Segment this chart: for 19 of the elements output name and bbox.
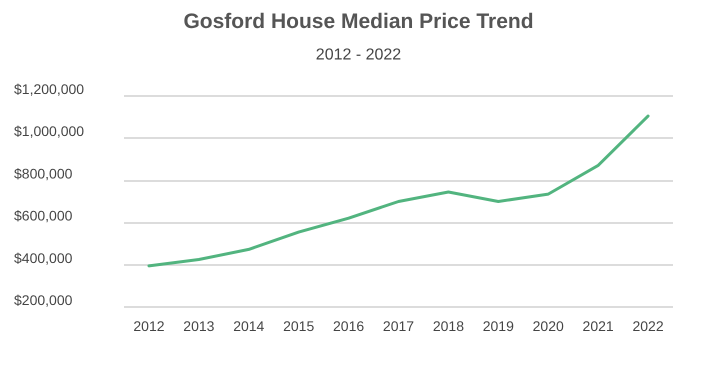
x-tick-label: 2018	[432, 318, 464, 334]
x-tick-label: 2012	[133, 318, 165, 334]
x-tick-label: 2019	[482, 318, 514, 334]
y-tick-label: $200,000	[14, 292, 73, 308]
x-tick-label: 2022	[632, 318, 664, 334]
x-tick-label: 2020	[532, 318, 564, 334]
x-tick-label: 2021	[582, 318, 614, 334]
chart-subtitle: 2012 - 2022	[316, 46, 402, 64]
chart-title: Gosford House Median Price Trend	[183, 10, 534, 33]
y-tick-label: $1,200,000	[14, 81, 84, 97]
y-tick-label: $400,000	[14, 250, 73, 266]
x-tick-label: 2016	[333, 318, 364, 334]
x-tick-label: 2014	[233, 318, 265, 334]
x-tick-label: 2013	[183, 318, 215, 334]
x-tick-label: 2017	[382, 318, 414, 334]
x-tick-label: 2015	[283, 318, 314, 334]
y-tick-label: $800,000	[14, 165, 73, 182]
y-tick-label: $600,000	[14, 208, 73, 224]
y-tick-label: $1,000,000	[14, 123, 84, 140]
